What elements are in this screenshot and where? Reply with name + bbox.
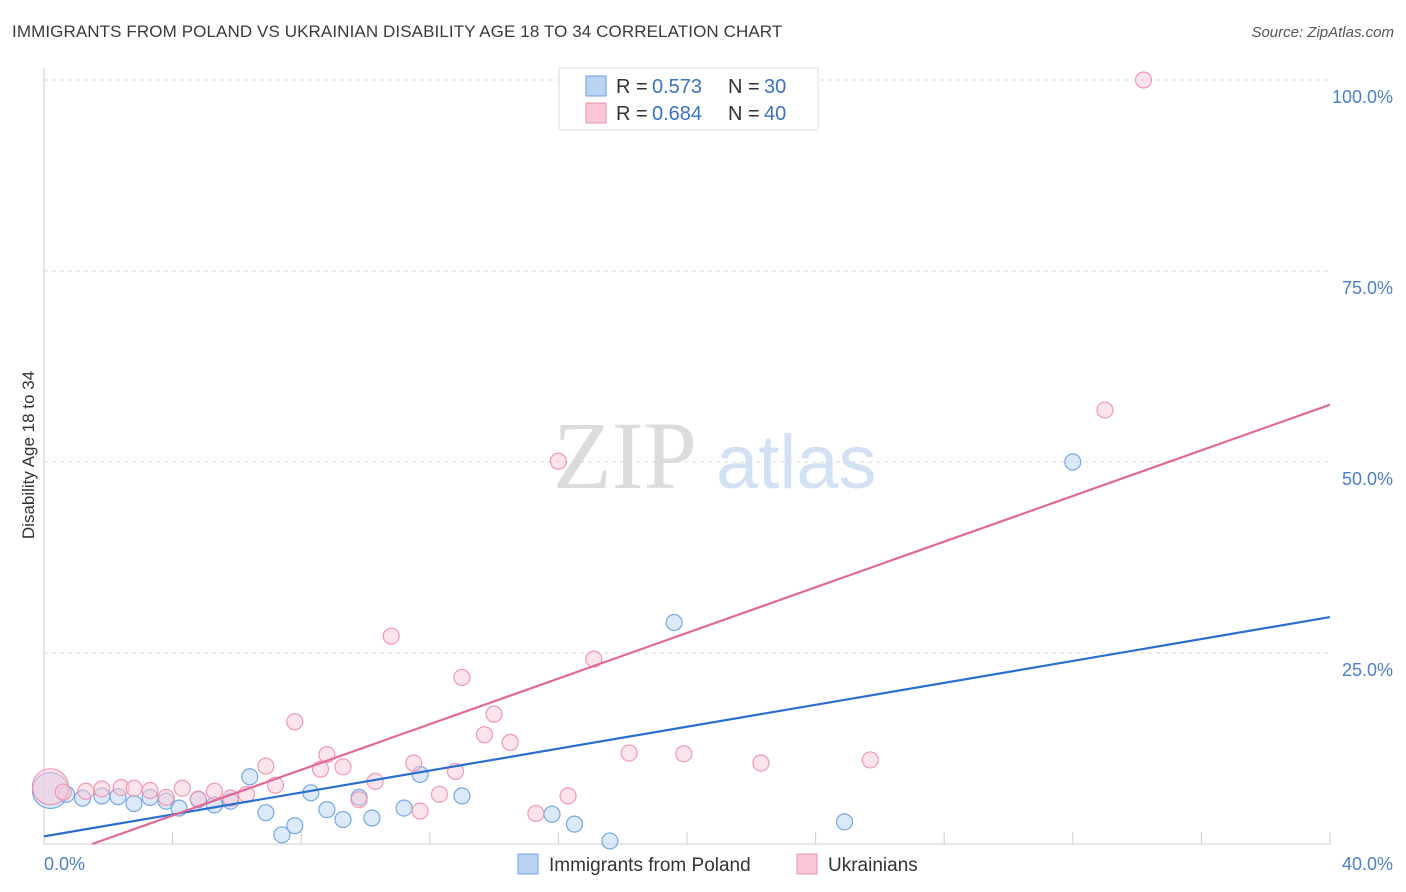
x-tick-label-1: 40.0% <box>1342 854 1393 874</box>
source-label: Source: ZipAtlas.com <box>1251 24 1394 41</box>
legend-r-value-poland: 0.573 <box>652 76 702 98</box>
poland-trend-line <box>43 616 1331 838</box>
x-tick-labels: 0.0% 40.0% <box>44 854 1393 874</box>
poland-point-21 <box>395 799 413 817</box>
ukrainians-point-36 <box>752 754 770 772</box>
poland-point-12 <box>241 768 259 786</box>
watermark-zip: ZIP <box>553 402 697 509</box>
poland-point-29 <box>1064 453 1082 471</box>
ukrainians-point-32 <box>559 787 577 805</box>
ukrainians-point-24 <box>430 785 449 803</box>
legend-n-value-ukrainians: 40 <box>764 103 786 125</box>
ukrainians-point-37 <box>861 751 879 769</box>
legend-n-label-ukrainians: N = <box>728 103 760 125</box>
poland-point-23 <box>453 787 471 805</box>
ukrainians-point-35 <box>675 745 693 763</box>
trend-lines <box>43 403 1331 846</box>
legend-bottom-label-poland: Immigrants from Poland <box>549 855 751 876</box>
ukrainians-point-13 <box>257 757 275 775</box>
ukrainians-point-29 <box>501 733 519 751</box>
ukrainians-point-34 <box>620 744 638 762</box>
ukrainians-point-27 <box>475 726 494 744</box>
ukrainians-point-23 <box>411 802 429 820</box>
poland-point-27 <box>665 613 683 632</box>
poland-point-18 <box>334 810 352 829</box>
watermark: ZIP atlas <box>553 402 877 509</box>
legend-n-label-poland: N = <box>728 76 760 98</box>
ukrainians-point-28 <box>485 705 503 723</box>
y-tick-label-3: 100.0% <box>1332 87 1393 107</box>
legend-bottom-label-ukrainians: Ukrainians <box>828 855 918 876</box>
poland-point-5 <box>125 794 143 813</box>
poland-point-20 <box>363 809 381 827</box>
ukrainians-point-38 <box>1096 401 1114 419</box>
chart-title: IMMIGRANTS FROM POLAND VS UKRAINIAN DISA… <box>12 22 783 41</box>
ukrainians-point-21 <box>382 627 400 645</box>
poland-point-17 <box>318 801 336 819</box>
y-tick-labels: 25.0% 50.0% 75.0% 100.0% <box>1332 87 1393 680</box>
legend-r-label-ukrainians: R = <box>616 103 648 125</box>
legend-swatch-ukrainians <box>585 102 607 124</box>
y-tick-label-2: 75.0% <box>1342 278 1393 298</box>
poland-point-26 <box>601 832 619 850</box>
ukrainians-point-31 <box>549 452 568 470</box>
ukrainians-point-6 <box>141 781 159 800</box>
poland-point-14 <box>273 826 291 844</box>
axes <box>43 68 1331 845</box>
poland-point-13 <box>257 804 275 822</box>
ukrainians-point-1 <box>54 783 72 801</box>
poland-point-25 <box>565 815 584 833</box>
poland-point-24 <box>543 805 561 823</box>
y-tick-label-0: 25.0% <box>1342 660 1393 680</box>
x-tick-label-0: 0.0% <box>44 854 85 874</box>
poland-point-28 <box>835 813 854 831</box>
ukrainians-point-5 <box>125 779 143 797</box>
ukrainians-point-39 <box>1134 71 1153 89</box>
legend-bottom-swatch-poland <box>517 853 539 875</box>
ukrainians-point-8 <box>173 779 191 797</box>
y-axis-label: Disability Age 18 to 34 <box>19 371 38 539</box>
poland-point-15 <box>286 817 304 835</box>
y-tick-label-1: 50.0% <box>1342 469 1393 489</box>
legend-r-label-poland: R = <box>616 76 648 98</box>
ukrainians-point-7 <box>157 788 175 806</box>
legend-top: R = 0.573 N = 30 R = 0.684 N = 40 <box>558 67 819 131</box>
ukrainians-point-19 <box>350 791 368 809</box>
legend-bottom-swatch-ukrainians <box>796 853 818 875</box>
ukrainians-point-2 <box>77 782 95 800</box>
ukrainians-point-26 <box>453 668 471 687</box>
grid <box>44 79 1330 654</box>
ukrainians-point-22 <box>405 754 423 772</box>
ukrainians-point-15 <box>286 713 304 731</box>
data-points <box>31 71 1153 850</box>
legend-bottom: Immigrants from Poland Ukrainians <box>517 853 918 876</box>
legend-n-value-poland: 30 <box>764 76 786 98</box>
ukrainians-point-30 <box>527 804 545 823</box>
legend-swatch-poland <box>585 75 607 97</box>
ukrainians-point-3 <box>93 780 111 798</box>
ukrainians-point-18 <box>334 758 352 776</box>
ukrainians-point-10 <box>205 782 223 800</box>
legend-r-value-ukrainians: 0.684 <box>652 103 702 125</box>
ukrainians-trend-line <box>91 403 1331 846</box>
